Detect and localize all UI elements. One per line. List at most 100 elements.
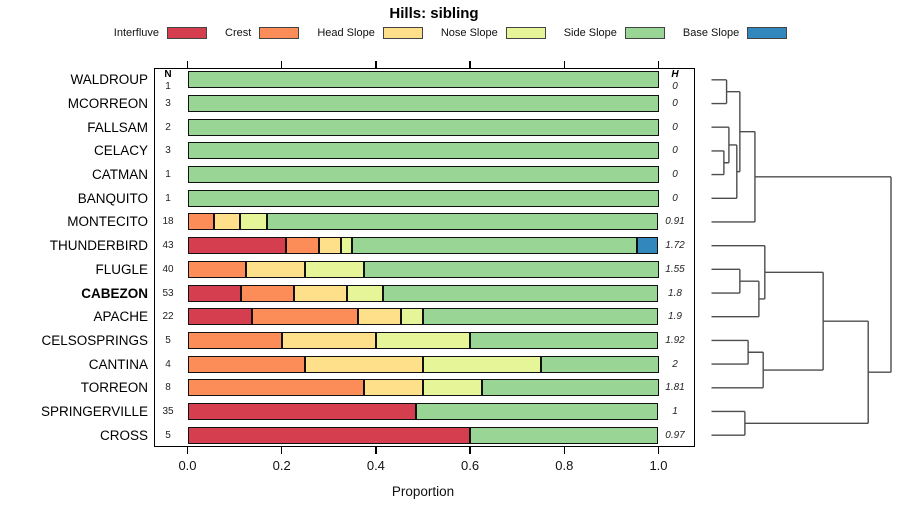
bar-segment <box>187 166 659 184</box>
x-axis-title: Proportion <box>391 484 455 499</box>
n-value: 1 <box>165 169 171 181</box>
bar-segment <box>416 402 659 420</box>
bottom-tick <box>469 447 471 454</box>
bar-segment <box>347 284 383 302</box>
row-label: FALLSAM <box>87 119 148 135</box>
x-tick-label: 0.4 <box>366 458 385 473</box>
bar-segment <box>285 237 319 255</box>
bar-segment <box>187 426 471 444</box>
n-column-header: N <box>164 68 172 80</box>
bar-segment <box>240 213 267 231</box>
legend: Interfluve Crest Head Slope Nose Slope Side … <box>28 24 873 42</box>
bar-segment <box>187 189 659 207</box>
row-label: CATMAN <box>92 167 148 183</box>
top-tick <box>657 61 660 68</box>
row-label: APACHE <box>93 309 148 325</box>
bar-segment <box>351 237 637 255</box>
legend-swatch <box>167 27 208 39</box>
bar-segment <box>187 71 659 89</box>
stacked-bar <box>187 426 659 444</box>
legend-swatch <box>747 27 788 39</box>
x-tick-label: 0.2 <box>272 458 291 473</box>
bar-segment <box>293 284 348 302</box>
legend-item: Nose Slope <box>441 27 546 39</box>
x-tick-label: 0.6 <box>461 458 480 473</box>
bar-segment <box>636 237 659 255</box>
n-value: 3 <box>165 145 171 157</box>
legend-item: Interfluve <box>113 27 208 39</box>
bar-segment <box>187 379 365 397</box>
bottom-tick <box>186 447 189 454</box>
legend-swatch <box>259 27 300 39</box>
bar-segment <box>364 260 659 278</box>
n-value: 8 <box>165 382 171 394</box>
bar-segment <box>305 260 365 278</box>
row-label: FLUGLE <box>95 261 148 277</box>
bar-segment <box>187 95 659 113</box>
bar-segment <box>540 355 659 373</box>
row-label: SPRINGERVILLE <box>40 403 148 419</box>
stacked-bar <box>187 260 659 278</box>
bar-segment <box>364 379 423 397</box>
legend-label: Interfluve <box>113 27 160 39</box>
bar-segment <box>481 379 659 397</box>
bar-segment <box>187 260 247 278</box>
row-label: WALDROUP <box>70 72 148 88</box>
bottom-tick <box>563 447 566 454</box>
bar-segment <box>251 308 359 326</box>
row-label: CELACY <box>93 143 148 159</box>
bottom-tick <box>657 447 660 454</box>
n-value: 2 <box>165 121 171 133</box>
legend-swatch <box>382 27 423 39</box>
x-tick-label: 0.0 <box>178 458 197 473</box>
h-value: 1.92 <box>665 334 685 346</box>
stacked-bar <box>187 379 659 397</box>
bar-segment <box>213 213 241 231</box>
bar-segment <box>187 331 282 349</box>
row-label: MONTECITO <box>67 214 148 230</box>
bottom-tick <box>375 447 377 454</box>
bar-segment <box>470 426 659 444</box>
top-tick <box>469 61 471 68</box>
h-value: 0 <box>672 145 678 157</box>
x-tick-label: 1.0 <box>649 458 668 473</box>
legend-label: Base Slope <box>682 27 740 39</box>
row-label: CANTINA <box>88 356 148 372</box>
h-value: 1.55 <box>665 263 685 275</box>
legend-item: Crest <box>225 27 300 39</box>
bar-segment <box>187 213 214 231</box>
n-value: 4 <box>165 358 171 370</box>
h-value: 1.8 <box>668 287 682 299</box>
bar-segment <box>240 284 294 302</box>
bar-segment <box>305 355 423 373</box>
h-value: 0 <box>672 98 678 110</box>
stacked-bar <box>187 142 659 160</box>
legend-label: Crest <box>225 27 252 39</box>
stacked-bar <box>187 402 659 420</box>
legend-label: Head Slope <box>317 27 375 39</box>
n-value: 35 <box>162 405 174 417</box>
row-label: CABEZON <box>81 285 148 301</box>
n-value: 18 <box>162 216 174 228</box>
bar-segment <box>423 379 482 397</box>
chart-title: Hills: sibling <box>389 5 479 22</box>
legend-item: Head Slope <box>317 27 423 39</box>
n-value: 5 <box>165 334 171 346</box>
row-label: CELSOSPRINGS <box>41 332 148 348</box>
h-value: 1.72 <box>665 240 685 252</box>
bar-segment <box>266 213 659 231</box>
h-value: 1.81 <box>665 382 685 394</box>
x-tick-label: 0.8 <box>555 458 574 473</box>
h-value: 0 <box>672 169 678 181</box>
legend-label: Side Slope <box>563 27 617 39</box>
legend-item: Base Slope <box>682 27 788 39</box>
bar-segment <box>187 402 417 420</box>
bar-segment <box>246 260 306 278</box>
legend-label: Nose Slope <box>440 27 498 39</box>
bar-segment <box>341 237 352 255</box>
stacked-bar <box>187 71 659 89</box>
h-value: 1 <box>672 405 678 417</box>
n-value: 3 <box>165 98 171 110</box>
n-value: 1 <box>165 192 171 204</box>
